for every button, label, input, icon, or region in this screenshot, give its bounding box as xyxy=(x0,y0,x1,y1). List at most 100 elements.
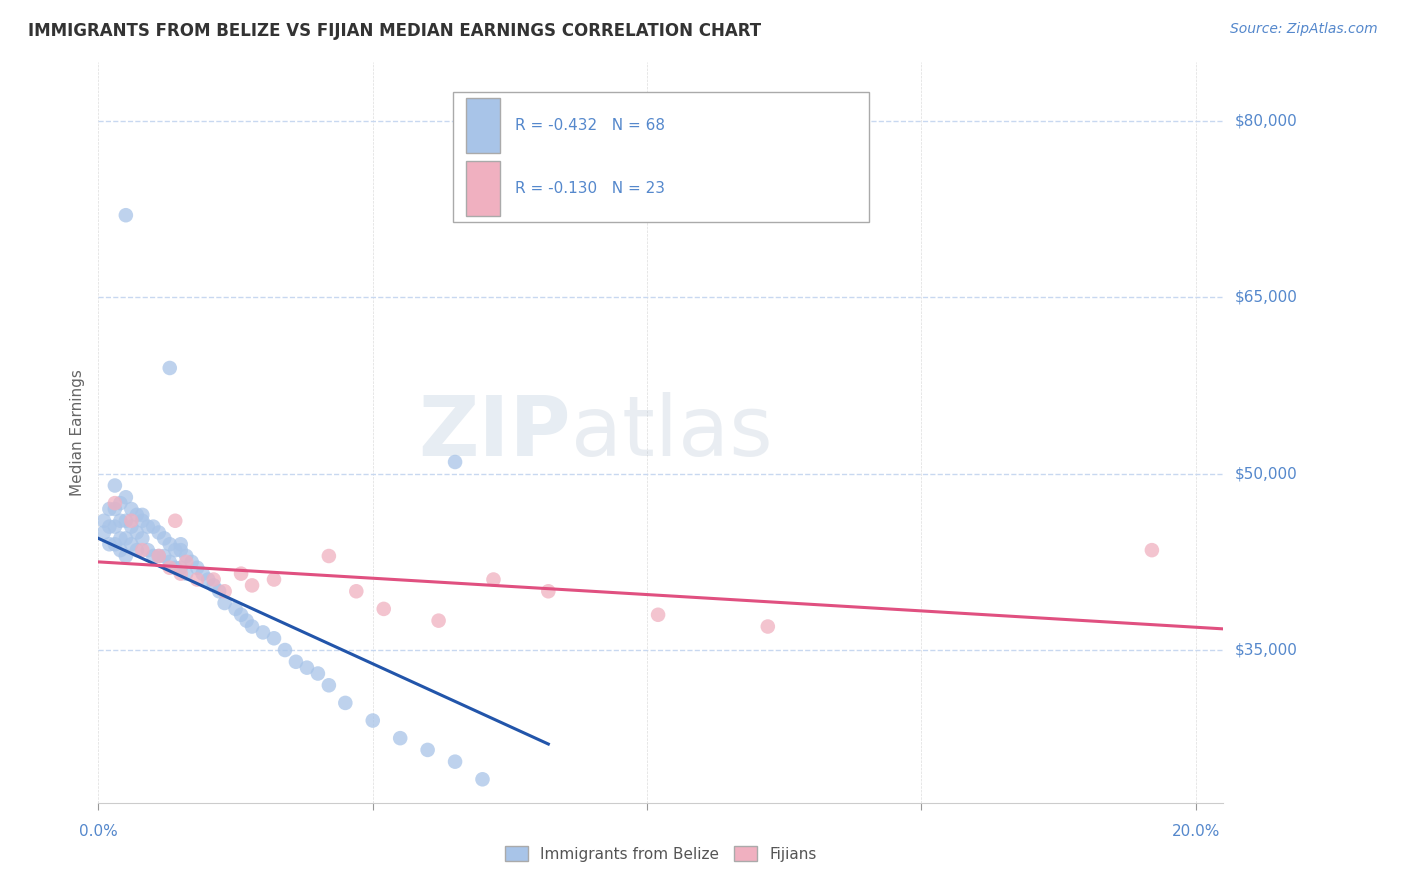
Point xyxy=(471,772,494,787)
Point xyxy=(482,573,505,587)
Point xyxy=(165,561,187,575)
Point xyxy=(110,514,132,528)
Point xyxy=(537,584,560,599)
Text: $80,000: $80,000 xyxy=(1234,113,1298,128)
Point xyxy=(159,555,181,569)
Point xyxy=(174,555,197,569)
Point xyxy=(153,549,176,563)
FancyBboxPatch shape xyxy=(453,92,869,221)
Point xyxy=(131,514,153,528)
Text: $50,000: $50,000 xyxy=(1234,467,1298,482)
Point xyxy=(120,537,142,551)
Point xyxy=(756,619,779,633)
Text: $65,000: $65,000 xyxy=(1234,290,1298,305)
Text: atlas: atlas xyxy=(571,392,772,473)
Point xyxy=(170,561,193,575)
Point xyxy=(110,532,132,546)
Point xyxy=(115,549,138,563)
Point xyxy=(416,743,439,757)
Text: Source: ZipAtlas.com: Source: ZipAtlas.com xyxy=(1230,22,1378,37)
Point xyxy=(318,549,340,563)
Point xyxy=(98,519,121,533)
Point xyxy=(444,455,467,469)
Text: R = -0.432   N = 68: R = -0.432 N = 68 xyxy=(515,118,665,133)
Point xyxy=(202,573,225,587)
Point xyxy=(104,502,127,516)
Point xyxy=(153,532,176,546)
Point xyxy=(197,573,219,587)
Point xyxy=(202,578,225,592)
Point xyxy=(240,619,263,633)
Point xyxy=(225,602,247,616)
Point xyxy=(136,543,159,558)
Point xyxy=(170,566,193,581)
Point xyxy=(240,578,263,592)
Point xyxy=(148,525,170,540)
Point xyxy=(115,514,138,528)
Point xyxy=(229,607,252,622)
Point xyxy=(148,549,170,563)
Point xyxy=(131,543,153,558)
Bar xyxy=(467,97,501,153)
Point xyxy=(344,584,367,599)
Point xyxy=(136,519,159,533)
Point xyxy=(110,496,132,510)
Point xyxy=(125,525,148,540)
Point xyxy=(208,584,231,599)
Point xyxy=(131,508,153,522)
Point xyxy=(131,532,153,546)
Point xyxy=(93,514,115,528)
Point xyxy=(93,525,115,540)
Point xyxy=(263,573,285,587)
Point xyxy=(307,666,329,681)
Point xyxy=(165,543,187,558)
Point xyxy=(214,584,236,599)
Text: $35,000: $35,000 xyxy=(1234,642,1298,657)
Text: ZIP: ZIP xyxy=(419,392,571,473)
Point xyxy=(361,714,384,728)
Point xyxy=(174,566,197,581)
Point xyxy=(120,502,142,516)
Point xyxy=(174,549,197,563)
Point xyxy=(115,532,138,546)
Point xyxy=(373,602,395,616)
Point xyxy=(115,490,138,504)
Point xyxy=(229,566,252,581)
Point xyxy=(274,643,297,657)
Point xyxy=(284,655,307,669)
Point xyxy=(110,543,132,558)
Point xyxy=(252,625,274,640)
Point xyxy=(148,549,170,563)
Point xyxy=(170,543,193,558)
Text: R = -0.130   N = 23: R = -0.130 N = 23 xyxy=(515,181,665,196)
Point xyxy=(104,496,127,510)
Point xyxy=(444,755,467,769)
Text: IMMIGRANTS FROM BELIZE VS FIJIAN MEDIAN EARNINGS CORRELATION CHART: IMMIGRANTS FROM BELIZE VS FIJIAN MEDIAN … xyxy=(28,22,761,40)
Point xyxy=(191,566,214,581)
Point xyxy=(159,537,181,551)
Point xyxy=(120,519,142,533)
Y-axis label: Median Earnings: Median Earnings xyxy=(70,369,86,496)
Point xyxy=(165,514,187,528)
Bar xyxy=(467,161,501,216)
Point xyxy=(186,561,208,575)
Point xyxy=(104,478,127,492)
Text: 0.0%: 0.0% xyxy=(79,824,118,839)
Point xyxy=(125,508,148,522)
Point xyxy=(120,514,142,528)
Point xyxy=(263,632,285,646)
Point xyxy=(170,537,193,551)
Point xyxy=(389,731,412,746)
Point xyxy=(1140,543,1163,558)
Point xyxy=(142,519,165,533)
Point xyxy=(180,555,202,569)
Legend: Immigrants from Belize, Fijians: Immigrants from Belize, Fijians xyxy=(505,846,817,862)
Point xyxy=(104,537,127,551)
Point xyxy=(427,614,450,628)
Point xyxy=(647,607,669,622)
Point xyxy=(159,361,181,376)
Point xyxy=(214,596,236,610)
Point xyxy=(125,543,148,558)
Point xyxy=(295,660,318,674)
Point xyxy=(98,537,121,551)
